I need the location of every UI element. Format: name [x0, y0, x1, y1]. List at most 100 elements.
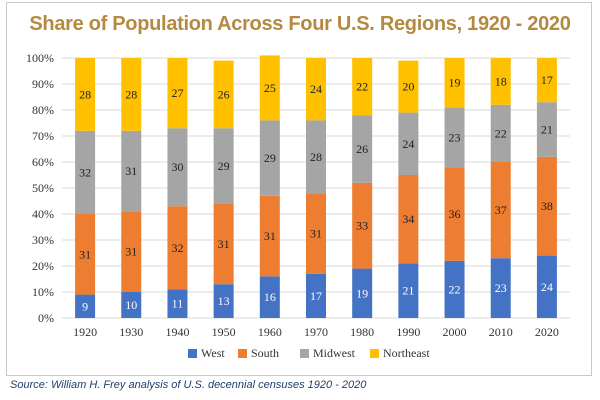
bar-segment — [121, 130, 142, 212]
data-label: 22 — [495, 126, 507, 140]
data-label: 29 — [218, 159, 230, 173]
data-label: 9 — [82, 299, 88, 313]
bar-segment — [306, 120, 326, 194]
data-label: 26 — [356, 142, 368, 156]
y-tick-label: 80% — [32, 103, 54, 117]
bar-segment — [259, 276, 280, 318]
bar-segment — [352, 268, 373, 318]
data-label: 32 — [171, 241, 183, 255]
bar-segment — [259, 195, 280, 277]
data-label: 22 — [449, 282, 461, 296]
data-label: 28 — [125, 87, 137, 101]
data-label: 23 — [449, 130, 461, 144]
data-label: 31 — [125, 164, 137, 178]
bar-segment — [213, 60, 234, 129]
y-tick-label: 100% — [26, 51, 54, 65]
bar-segment — [75, 58, 96, 131]
data-label: 17 — [310, 289, 322, 303]
y-tick-label: 30% — [32, 233, 54, 247]
bar-segment — [490, 258, 511, 318]
bar-segment — [444, 107, 465, 168]
x-tick-label: 1960 — [258, 325, 282, 339]
bar-segment — [167, 58, 188, 129]
bar-segment — [444, 260, 465, 318]
bar-segment — [536, 255, 557, 318]
bar-segment — [536, 58, 557, 103]
bar-segment — [398, 175, 419, 264]
x-tick-label: 1940 — [165, 325, 189, 339]
data-label: 29 — [264, 151, 276, 165]
bar-segment — [352, 58, 373, 116]
data-label: 30 — [171, 160, 183, 174]
bar-segment — [306, 193, 326, 274]
bar-segment — [167, 128, 188, 207]
data-label: 23 — [495, 281, 507, 295]
data-label: 17 — [541, 73, 553, 87]
bar-segment — [398, 112, 419, 175]
data-label: 36 — [449, 207, 461, 221]
data-label: 28 — [310, 150, 322, 164]
x-tick-label: 1950 — [212, 325, 236, 339]
data-label: 24 — [402, 137, 414, 151]
data-label: 33 — [356, 219, 368, 233]
bar-segment — [213, 284, 234, 318]
source-note: Source: William H. Frey analysis of U.S.… — [10, 379, 367, 391]
bar-segment — [213, 128, 234, 204]
bar-segment — [398, 60, 419, 113]
legend-label: West — [201, 346, 225, 360]
y-tick-label: 20% — [32, 259, 54, 273]
bar-segment — [398, 263, 419, 318]
data-label: 22 — [356, 80, 368, 94]
bar-segment — [167, 289, 188, 318]
data-label: 38 — [541, 199, 553, 213]
data-label: 10 — [125, 298, 137, 312]
bar-segment — [444, 58, 465, 108]
legend-swatch — [238, 349, 247, 358]
chart-title: Share of Population Across Four U.S. Reg… — [29, 13, 571, 35]
data-label: 16 — [264, 290, 276, 304]
data-label: 20 — [402, 80, 414, 94]
data-label: 37 — [495, 203, 507, 217]
bar-segment — [536, 102, 557, 157]
data-label: 32 — [79, 165, 91, 179]
bar-segment — [352, 115, 373, 183]
legend-label: Northeast — [383, 346, 430, 360]
bar-segment — [352, 182, 373, 269]
bar-segment — [259, 120, 280, 196]
x-tick-label: 2020 — [535, 325, 559, 339]
x-tick-label: 2010 — [489, 325, 513, 339]
y-tick-label: 60% — [32, 155, 54, 169]
y-tick-label: 40% — [32, 207, 54, 221]
bar-segment — [306, 58, 326, 121]
data-label: 24 — [541, 280, 553, 294]
bar-segment — [75, 214, 96, 295]
bar-segment — [167, 206, 188, 290]
data-label: 21 — [402, 284, 414, 298]
data-label: 11 — [172, 297, 184, 311]
data-label: 19 — [356, 286, 368, 300]
bar-segment — [490, 104, 511, 162]
x-tick-label: 2000 — [443, 325, 467, 339]
data-label: 25 — [264, 81, 276, 95]
bar-segment — [536, 156, 557, 256]
data-label: 31 — [125, 245, 137, 259]
bar-segment — [306, 273, 326, 318]
data-label: 31 — [79, 247, 91, 261]
bar-segment — [213, 203, 234, 285]
data-label: 26 — [218, 87, 230, 101]
x-tick-label: 1970 — [304, 325, 328, 339]
legend-label: South — [251, 346, 279, 360]
x-tick-label: 1980 — [350, 325, 374, 339]
data-label: 19 — [449, 76, 461, 90]
bar-segment — [490, 58, 511, 105]
legend-swatch — [188, 349, 197, 358]
data-label: 31 — [310, 227, 322, 241]
data-label: 27 — [171, 86, 183, 100]
bar-segment — [121, 211, 142, 292]
x-tick-label: 1920 — [73, 325, 97, 339]
bar-segment — [121, 58, 142, 131]
y-tick-label: 10% — [32, 285, 54, 299]
data-label: 31 — [264, 229, 276, 243]
data-label: 28 — [79, 87, 91, 101]
